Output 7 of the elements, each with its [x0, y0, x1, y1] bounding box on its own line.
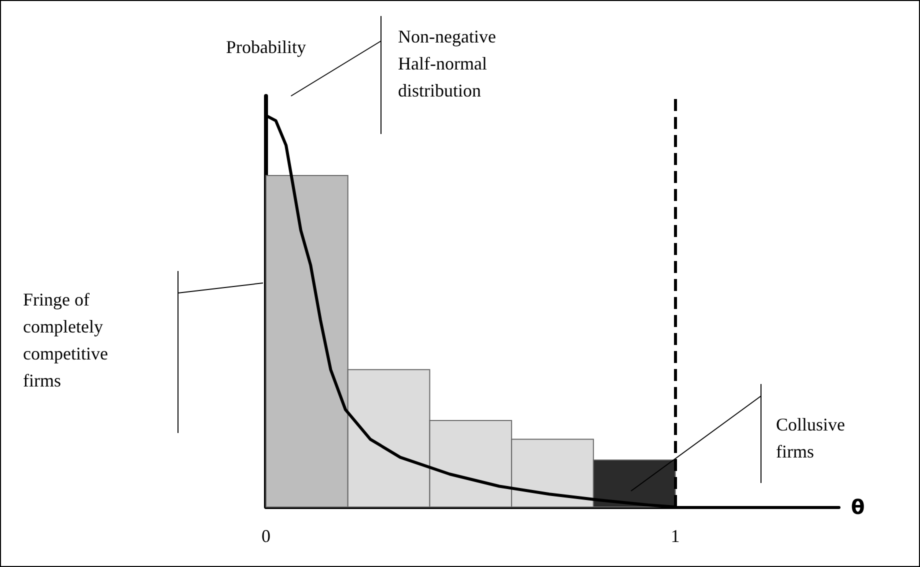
- annotation: Collusive firms: [776, 414, 850, 462]
- text: Non-negative Half-normal distribution: [398, 26, 500, 100]
- x-tick-label: 1: [670, 526, 680, 546]
- y-axis-title: Probability: [226, 37, 306, 57]
- x-axis-title: θ: [851, 495, 865, 519]
- x-tick-label: 0: [262, 526, 270, 546]
- text: Fringe of completely competitive firms: [23, 290, 112, 390]
